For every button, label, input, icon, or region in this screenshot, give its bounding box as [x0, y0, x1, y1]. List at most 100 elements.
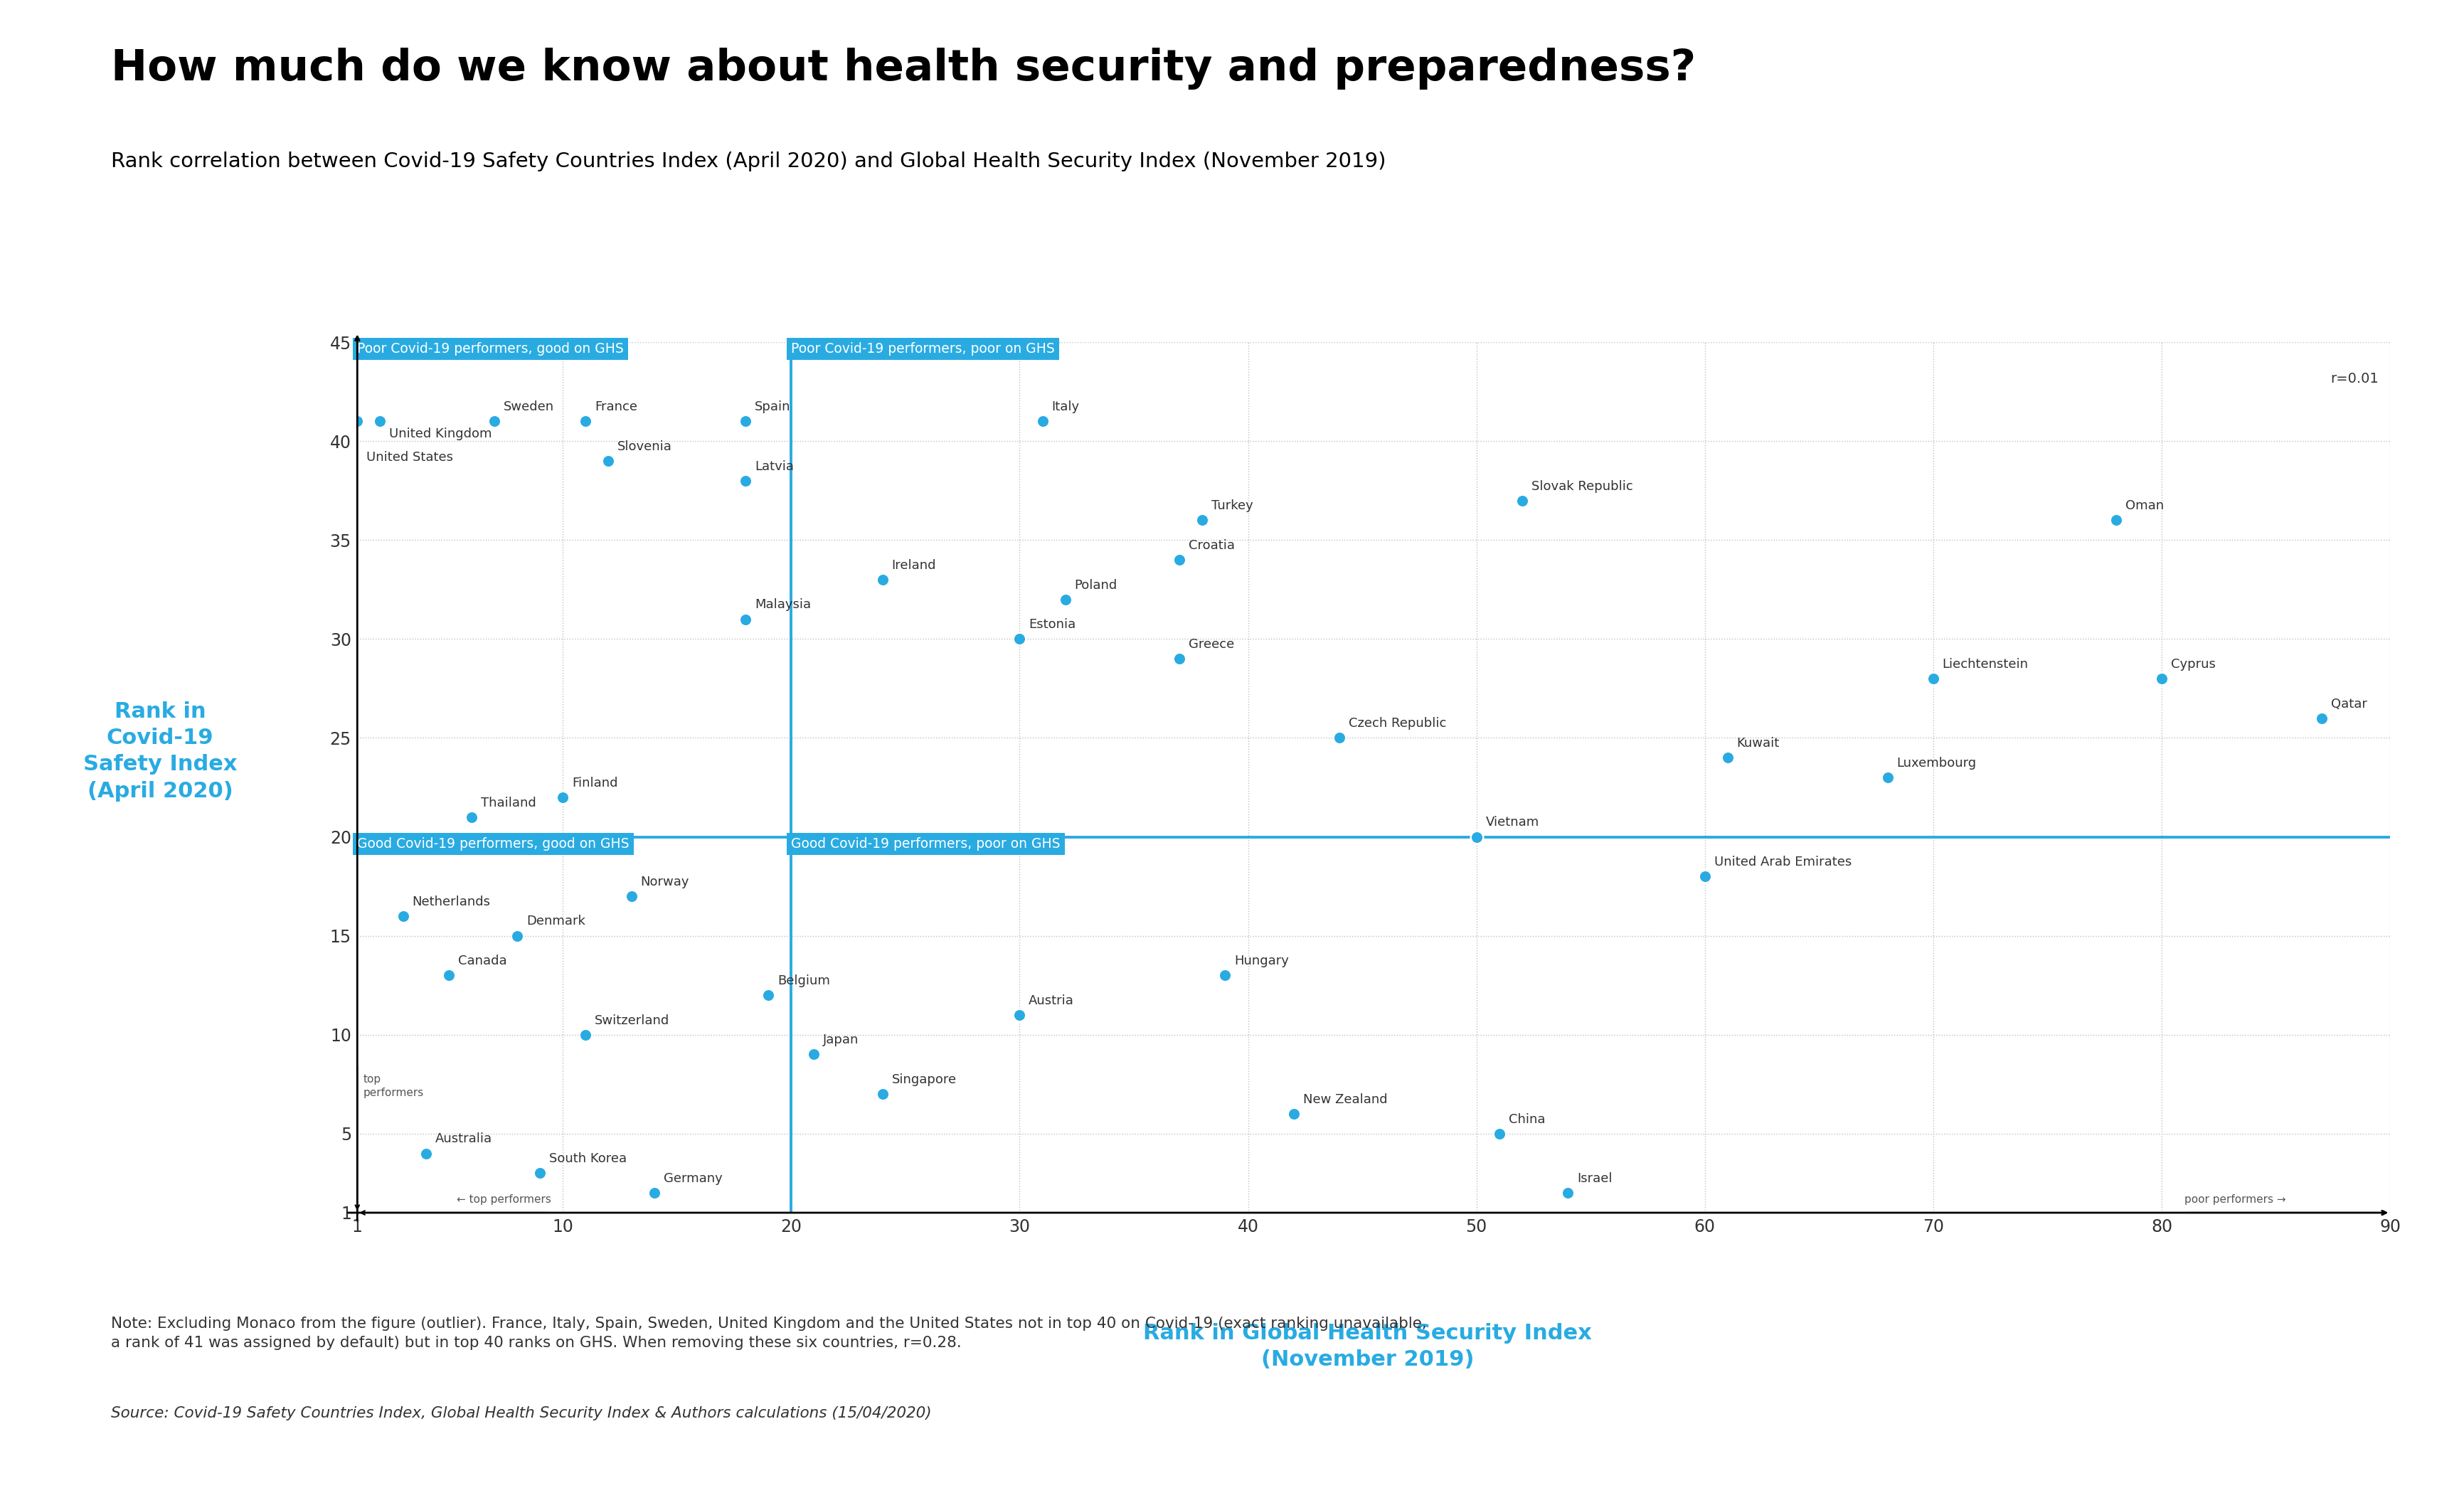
Text: Netherlands: Netherlands [411, 896, 490, 908]
Point [1478, 1122, 1518, 1146]
Text: poor performers →: poor performers → [2186, 1195, 2287, 1205]
Point [862, 568, 902, 592]
Point [360, 409, 399, 433]
Point [407, 1141, 446, 1165]
Text: Austria: Austria [1030, 994, 1074, 1007]
Text: Hungary: Hungary [1234, 955, 1289, 967]
Point [1023, 409, 1062, 433]
Text: Rank correlation between Covid-19 Safety Countries Index (April 2020) and Global: Rank correlation between Covid-19 Safety… [111, 152, 1385, 171]
Text: How much do we know about health security and preparedness?: How much do we know about health securit… [111, 48, 1695, 89]
Point [1000, 626, 1040, 650]
Text: Spain: Spain [754, 400, 791, 414]
Text: Italy: Italy [1052, 400, 1079, 414]
Point [862, 1082, 902, 1106]
Text: Luxembourg: Luxembourg [1897, 757, 1976, 769]
Point [1456, 824, 1496, 848]
Point [429, 963, 468, 987]
Text: Note: Excluding Monaco from the figure (outlier). France, Italy, Spain, Sweden, : Note: Excluding Monaco from the figure (… [111, 1317, 1427, 1350]
Point [1708, 745, 1747, 769]
Text: Source: Covid-19 Safety Countries Index, Global Health Security Index & Authors : Source: Covid-19 Safety Countries Index,… [111, 1406, 931, 1421]
Point [476, 409, 515, 433]
Text: Vietnam: Vietnam [1486, 815, 1540, 829]
Text: Thailand: Thailand [480, 796, 537, 809]
Text: Poor Covid-19 performers, poor on GHS: Poor Covid-19 performers, poor on GHS [791, 342, 1055, 356]
Text: Belgium: Belgium [779, 975, 830, 987]
Text: Rank in Global Health Security Index
(November 2019): Rank in Global Health Security Index (No… [1143, 1323, 1592, 1370]
Text: Czech Republic: Czech Republic [1348, 717, 1446, 731]
Text: Sweden: Sweden [503, 400, 554, 414]
Text: Japan: Japan [823, 1034, 860, 1046]
Text: Greece: Greece [1188, 638, 1234, 650]
Text: Oman: Oman [2124, 500, 2163, 512]
Point [2097, 509, 2136, 533]
Text: South Korea: South Korea [549, 1152, 626, 1165]
Text: China: China [1508, 1113, 1545, 1125]
Text: Croatia: Croatia [1188, 539, 1234, 552]
Text: Slovenia: Slovenia [618, 440, 673, 452]
Text: Singapore: Singapore [892, 1073, 956, 1086]
Text: Estonia: Estonia [1030, 619, 1077, 631]
Point [589, 449, 628, 473]
Text: Israel: Israel [1577, 1173, 1611, 1184]
Text: Germany: Germany [663, 1173, 722, 1184]
Text: Australia: Australia [436, 1132, 493, 1146]
Point [567, 1022, 606, 1046]
Text: United States: United States [367, 451, 453, 464]
Point [1205, 963, 1244, 987]
Point [1183, 509, 1222, 533]
Point [727, 469, 766, 493]
Text: France: France [594, 400, 638, 414]
Point [1045, 588, 1084, 612]
Point [793, 1043, 833, 1067]
Text: Poland: Poland [1074, 579, 1116, 592]
Text: r=0.01: r=0.01 [2331, 372, 2378, 385]
Text: Ireland: Ireland [892, 559, 936, 571]
Text: Good Covid-19 performers, poor on GHS: Good Covid-19 performers, poor on GHS [791, 836, 1060, 850]
Text: Liechtenstein: Liechtenstein [1942, 658, 2028, 671]
Text: Good Covid-19 performers, good on GHS: Good Covid-19 performers, good on GHS [357, 836, 628, 850]
Point [611, 884, 650, 908]
Text: Latvia: Latvia [754, 460, 793, 473]
Point [1915, 667, 1954, 690]
Point [1503, 488, 1542, 512]
Text: Qatar: Qatar [2331, 698, 2368, 710]
Point [1868, 765, 1907, 789]
Text: Malaysia: Malaysia [754, 598, 811, 612]
Text: United Arab Emirates: United Arab Emirates [1715, 856, 1850, 869]
Point [727, 409, 766, 433]
Point [338, 409, 377, 433]
Point [1321, 726, 1360, 750]
Text: Kuwait: Kuwait [1737, 737, 1779, 750]
Point [451, 805, 490, 829]
Point [749, 984, 788, 1007]
Point [727, 607, 766, 631]
Point [542, 786, 582, 809]
Point [498, 924, 537, 948]
Point [520, 1161, 559, 1184]
Text: ← top performers: ← top performers [456, 1195, 552, 1205]
Point [636, 1181, 675, 1205]
Point [1685, 865, 1725, 888]
Text: Poor Covid-19 performers, good on GHS: Poor Covid-19 performers, good on GHS [357, 342, 623, 356]
Text: Canada: Canada [458, 955, 508, 967]
Text: Turkey: Turkey [1212, 500, 1254, 512]
Text: Denmark: Denmark [527, 915, 586, 929]
Text: Rank in
Covid-19
Safety Index
(April 2020): Rank in Covid-19 Safety Index (April 202… [84, 702, 237, 801]
Point [384, 905, 424, 929]
Point [2141, 667, 2181, 690]
Text: Norway: Norway [641, 875, 690, 888]
Text: Finland: Finland [572, 777, 618, 789]
Text: top
performers: top performers [362, 1074, 424, 1098]
Point [1000, 1003, 1040, 1027]
Point [2301, 707, 2341, 731]
Point [1161, 548, 1200, 571]
Text: New Zealand: New Zealand [1303, 1094, 1387, 1106]
Text: Slovak Republic: Slovak Republic [1530, 479, 1634, 493]
Point [1547, 1181, 1587, 1205]
Point [1161, 647, 1200, 671]
Text: United Kingdom: United Kingdom [389, 427, 493, 440]
Text: Switzerland: Switzerland [594, 1013, 670, 1027]
Point [567, 409, 606, 433]
Text: Cyprus: Cyprus [2171, 658, 2215, 671]
Point [1274, 1103, 1313, 1126]
